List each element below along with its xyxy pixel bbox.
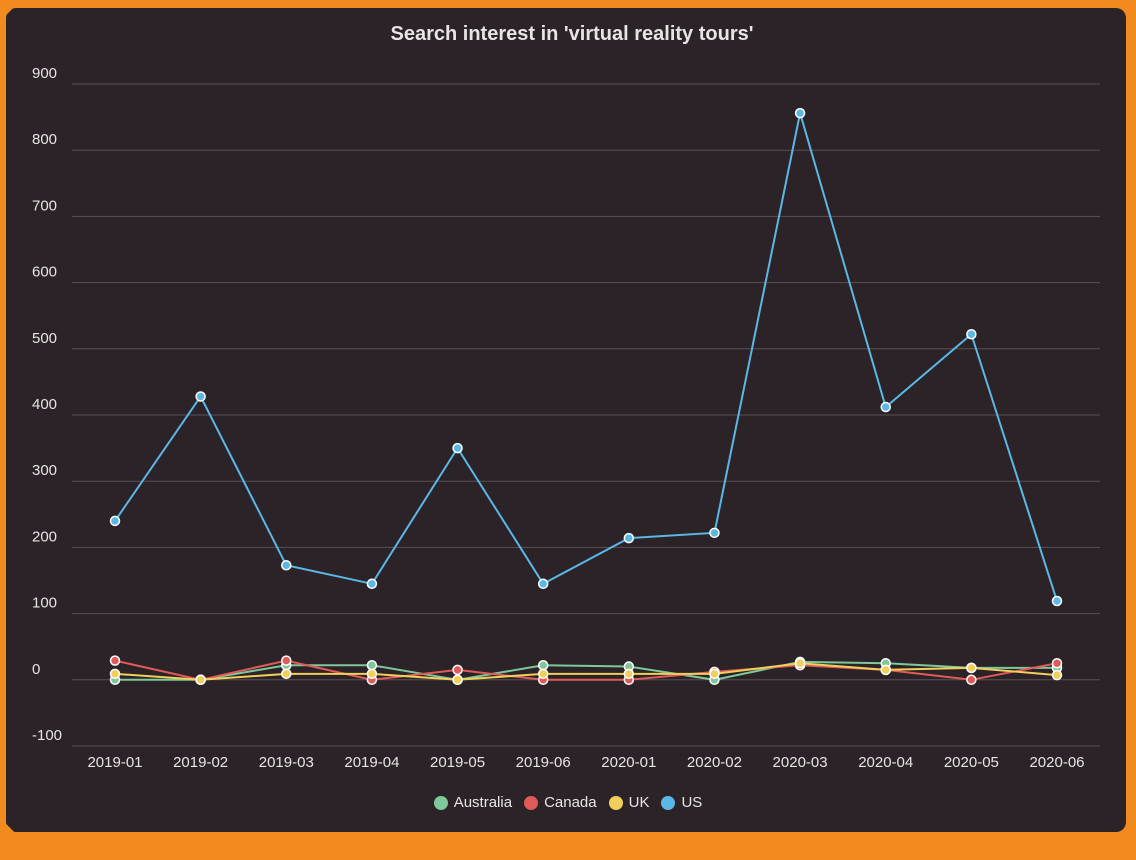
legend-swatch [433,795,448,810]
y-tick-label: -100 [32,727,62,744]
data-point-uk [966,662,977,674]
chart-frame [6,8,1126,832]
data-point-uk [880,664,891,676]
series-line-australia [115,660,1057,681]
legend-label: US [681,794,703,811]
y-tick-label: 600 [32,264,57,281]
x-tick-label: 2020-01 [601,754,656,771]
data-point-uk [709,668,720,680]
data-point-canada [109,655,121,666]
data-point-uk [452,674,463,686]
x-tick-label: 2019-01 [87,754,142,771]
data-point-us [794,107,806,119]
x-axis: 2019-01 2019-02 2019-03 2019-04 2019-05 2019-… [87,754,1084,771]
x-tick-label: 2020-04 [858,754,913,771]
x-tick-label: 2019-03 [259,754,314,771]
data-point-us [281,560,292,571]
data-point-uk [366,668,378,680]
data-point-us [966,328,977,340]
series-line-us [114,112,1058,602]
y-tick-label: 700 [32,197,57,214]
x-tick-label: 2020-05 [944,754,999,771]
y-tick-label: 400 [32,396,57,413]
x-tick-label: 2020-06 [1029,754,1084,771]
data-point-us [1051,595,1063,607]
y-tick-label: 800 [32,131,57,148]
data-point-us [709,527,720,539]
line-chart: Search interest in 'virtual reality tour… [32,23,1100,771]
chart-title: Search interest in 'virtual reality tour… [391,23,754,45]
data-point-us [366,578,378,590]
y-tick-label: 500 [32,330,57,347]
x-tick-label: 2019-06 [516,754,571,771]
y-axis: -100 0 100 200 300 400 500 600 700 800 900 [32,65,62,744]
grid-lines [72,83,1100,747]
x-tick-label: 2020-03 [773,754,828,771]
data-point-canada [1051,658,1063,669]
data-point-us [109,515,121,527]
legend-item-australia[interactable]: Australia [433,794,513,811]
data-point-uk [794,658,806,669]
data-point-uk [623,668,635,680]
legend-label: Australia [453,794,513,811]
data-point-us [623,532,635,544]
legend-label: UK [628,794,650,811]
data-point-australia [537,659,549,671]
legend-swatch [661,795,676,810]
x-tick-label: 2019-04 [344,754,399,771]
data-point-us [537,578,549,590]
x-tick-label: 2019-05 [430,754,485,771]
data-point-uk [109,668,121,680]
legend: Australia Canada UK US [0,794,1136,811]
legend-item-us[interactable]: US [661,794,702,811]
data-point-us [452,442,463,454]
y-tick-label: 300 [32,462,57,479]
legend-label: Canada [544,794,597,811]
data-point-canada [452,664,463,676]
y-tick-label: 100 [32,595,57,612]
series-line-canada [114,659,1058,681]
legend-swatch [524,795,539,810]
data-point-canada [966,674,977,686]
data-point-uk [1051,669,1063,681]
y-tick-label: 200 [32,528,57,545]
legend-item-canada[interactable]: Canada [524,794,597,811]
series-line-uk [114,662,1058,681]
y-tick-label: 900 [32,65,57,82]
x-tick-label: 2019-02 [173,754,228,771]
series-group [109,107,1063,686]
data-point-uk [195,674,206,686]
data-point-us [195,391,206,402]
data-point-australia [366,659,378,671]
data-point-us [880,401,891,413]
x-tick-label: 2020-02 [687,754,742,771]
legend-swatch [608,795,623,810]
data-point-uk [537,668,549,680]
data-point-canada [281,655,292,666]
y-tick-label: 0 [32,661,40,678]
legend-item-uk[interactable]: UK [608,794,650,811]
data-point-uk [281,668,292,680]
